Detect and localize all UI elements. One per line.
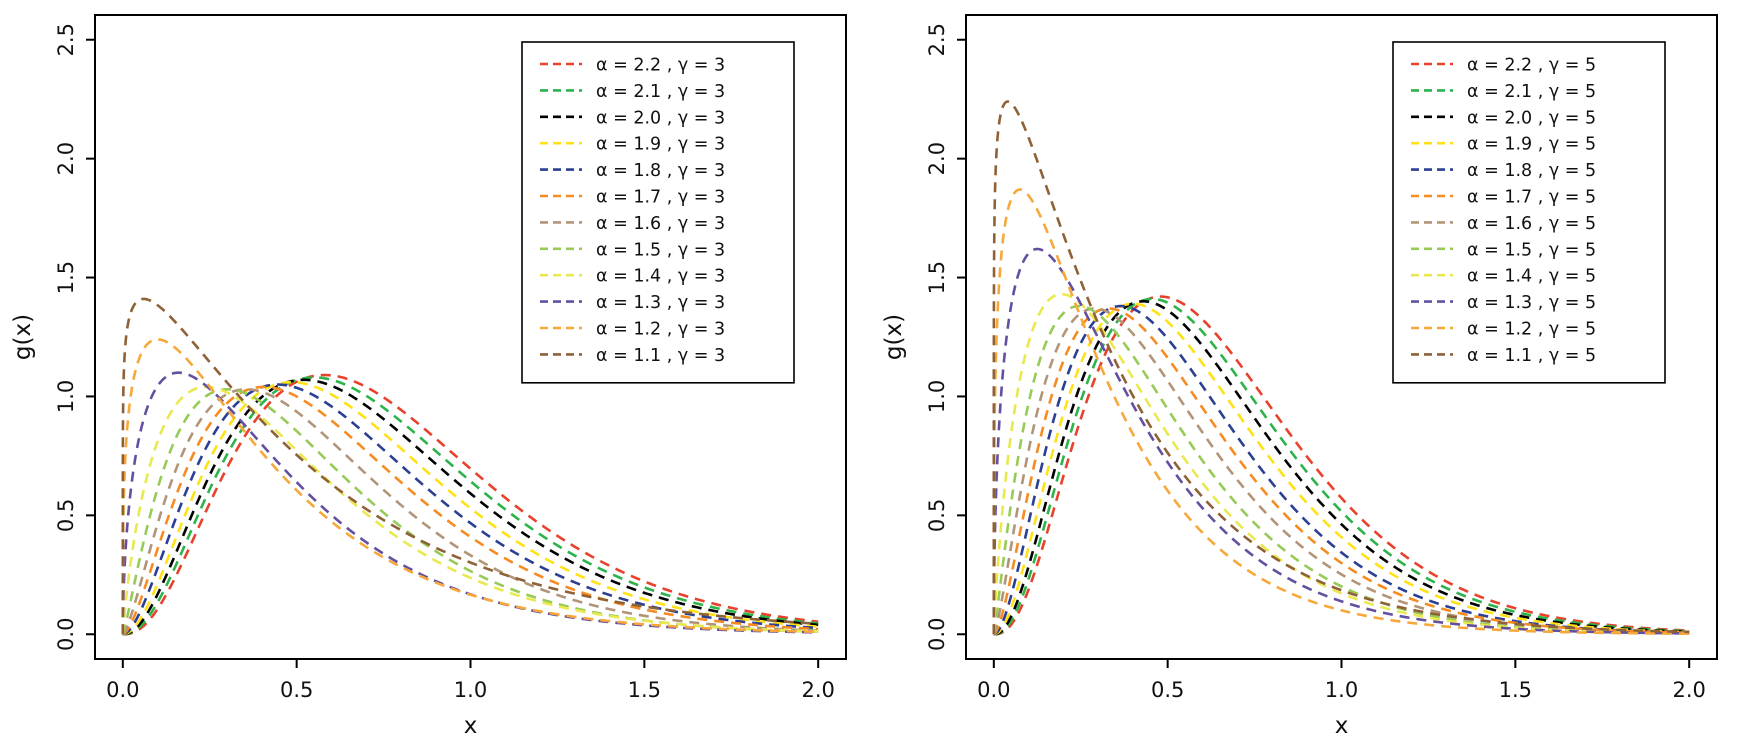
- curve-alpha-1.2-gamma-3: [121, 338, 819, 635]
- curve-alpha-1.3-gamma-3: [121, 371, 819, 635]
- legend-entry-label: α = 1.1 , γ = 5: [1467, 346, 1596, 366]
- curve-alpha-1.8-gamma-5: [993, 304, 1690, 636]
- curve-alpha-1.2-gamma-5: [992, 188, 1690, 636]
- legend-entry-label: α = 1.5 , γ = 5: [1467, 240, 1596, 260]
- curve-alpha-1.3-gamma-5: [992, 247, 1690, 635]
- curve-alpha-2.2-gamma-5: [993, 295, 1690, 636]
- right-chart: 0.0 0.5 1.0 1.5 2.0 0.0 0.5 1.0 1.5 2.0 2.5 x g(x) α …: [881, 14, 1718, 739]
- curves-group: [121, 297, 819, 636]
- chart-panel-gamma-3: 0.0 0.5 1.0 1.5 2.0 0.0 0.5 1.0 1.5 2.0 2.5 x g(x) α …: [0, 0, 871, 749]
- y-tick-label: 2.0: [925, 142, 949, 175]
- y-tick-label: 0.0: [925, 618, 949, 651]
- y-tick-label: 0.5: [54, 499, 78, 532]
- legend-entry-label: α = 1.5 , γ = 3: [596, 240, 725, 260]
- curve-alpha-2-gamma-3: [122, 378, 819, 636]
- legend-entry-label: α = 1.8 , γ = 5: [1467, 161, 1596, 181]
- legend-entry-label: α = 1.2 , γ = 3: [596, 320, 725, 340]
- x-tick-label: 2.0: [801, 678, 834, 702]
- y-tick-label: 1.0: [925, 380, 949, 413]
- x-tick-label: 0.5: [1151, 678, 1184, 702]
- legend: α = 2.2 , γ = 3 α = 2.1 , γ = 3 α = 2.0 , …: [521, 41, 795, 384]
- y-axis-label: g(x): [10, 314, 36, 360]
- y-axis-label: g(x): [881, 314, 907, 360]
- curve-alpha-1.9-gamma-5: [993, 302, 1690, 636]
- x-tick-label: 1.0: [454, 678, 487, 702]
- legend-box: [521, 41, 795, 384]
- legend-entry-label: α = 1.3 , γ = 5: [1467, 293, 1596, 313]
- curve-alpha-2.2-gamma-3: [122, 373, 819, 636]
- legend-entry-label: α = 1.8 , γ = 3: [596, 161, 725, 181]
- y-tick-label: 2.5: [925, 23, 949, 56]
- legend-entry-label: α = 1.6 , γ = 5: [1467, 214, 1596, 234]
- curve-alpha-1.6-gamma-3: [122, 388, 819, 636]
- legend-entry-label: α = 1.6 , γ = 3: [596, 214, 725, 234]
- legend-entry-label: α = 1.9 , γ = 3: [596, 135, 725, 155]
- legend-entry-label: α = 2.1 , γ = 5: [1467, 82, 1596, 102]
- y-tick-label: 0.5: [925, 499, 949, 532]
- curve-alpha-1.4-gamma-3: [121, 385, 819, 635]
- legend-entry-label: α = 1.7 , γ = 5: [1467, 188, 1596, 208]
- legend-entry-label: α = 1.9 , γ = 5: [1467, 135, 1596, 155]
- curve-alpha-1.7-gamma-3: [122, 385, 819, 636]
- legend-entry-label: α = 2.0 , γ = 5: [1467, 108, 1596, 128]
- legend-entry-label: α = 1.2 , γ = 5: [1467, 320, 1596, 340]
- x-tick-label: 0.0: [106, 678, 139, 702]
- chart-panel-gamma-5: 0.0 0.5 1.0 1.5 2.0 0.0 0.5 1.0 1.5 2.0 2.5 x g(x) α …: [871, 0, 1742, 749]
- curve-alpha-1.5-gamma-3: [121, 388, 819, 636]
- legend-entry-label: α = 2.2 , γ = 3: [596, 56, 725, 76]
- x-tick-label: 0.0: [977, 678, 1010, 702]
- legend-entry-label: α = 1.7 , γ = 3: [596, 188, 725, 208]
- y-tick-label: 1.5: [54, 261, 78, 294]
- legend: α = 2.2 , γ = 5 α = 2.1 , γ = 5 α = 2.0 , …: [1392, 41, 1666, 384]
- y-tick-label: 2.5: [54, 23, 78, 56]
- legend-entry-label: α = 1.4 , γ = 3: [596, 267, 725, 287]
- y-tick-label: 1.5: [925, 261, 949, 294]
- y-tick-label: 1.0: [54, 380, 78, 413]
- y-tick-label: 0.0: [54, 618, 78, 651]
- left-chart: 0.0 0.5 1.0 1.5 2.0 0.0 0.5 1.0 1.5 2.0 2.5 x g(x) α …: [10, 14, 847, 739]
- curve-alpha-1.8-gamma-3: [122, 383, 819, 636]
- x-axis-label: x: [464, 713, 478, 739]
- legend-box: [1392, 41, 1666, 384]
- legend-entry-label: α = 2.1 , γ = 3: [596, 82, 725, 102]
- legend-entry-label: α = 1.3 , γ = 3: [596, 293, 725, 313]
- legend-entry-label: α = 2.0 , γ = 3: [596, 108, 725, 128]
- y-tick-label: 2.0: [54, 142, 78, 175]
- curve-alpha-2-gamma-5: [993, 300, 1690, 636]
- x-tick-label: 1.5: [628, 678, 661, 702]
- legend-entry-label: α = 1.1 , γ = 3: [596, 346, 725, 366]
- legend-entry-label: α = 1.4 , γ = 5: [1467, 267, 1596, 287]
- legend-entry-label: α = 2.2 , γ = 5: [1467, 56, 1596, 76]
- curve-alpha-1.9-gamma-3: [122, 380, 819, 636]
- x-tick-label: 1.0: [1325, 678, 1358, 702]
- curve-alpha-1.1-gamma-5: [992, 100, 1690, 635]
- curve-alpha-1.7-gamma-5: [993, 307, 1690, 636]
- x-tick-label: 1.5: [1499, 678, 1532, 702]
- curves-group: [992, 100, 1690, 636]
- curve-alpha-2.1-gamma-3: [122, 376, 819, 636]
- x-tick-label: 0.5: [280, 678, 313, 702]
- x-axis-label: x: [1335, 713, 1349, 739]
- x-tick-label: 2.0: [1672, 678, 1705, 702]
- curve-alpha-1.1-gamma-3: [121, 297, 819, 635]
